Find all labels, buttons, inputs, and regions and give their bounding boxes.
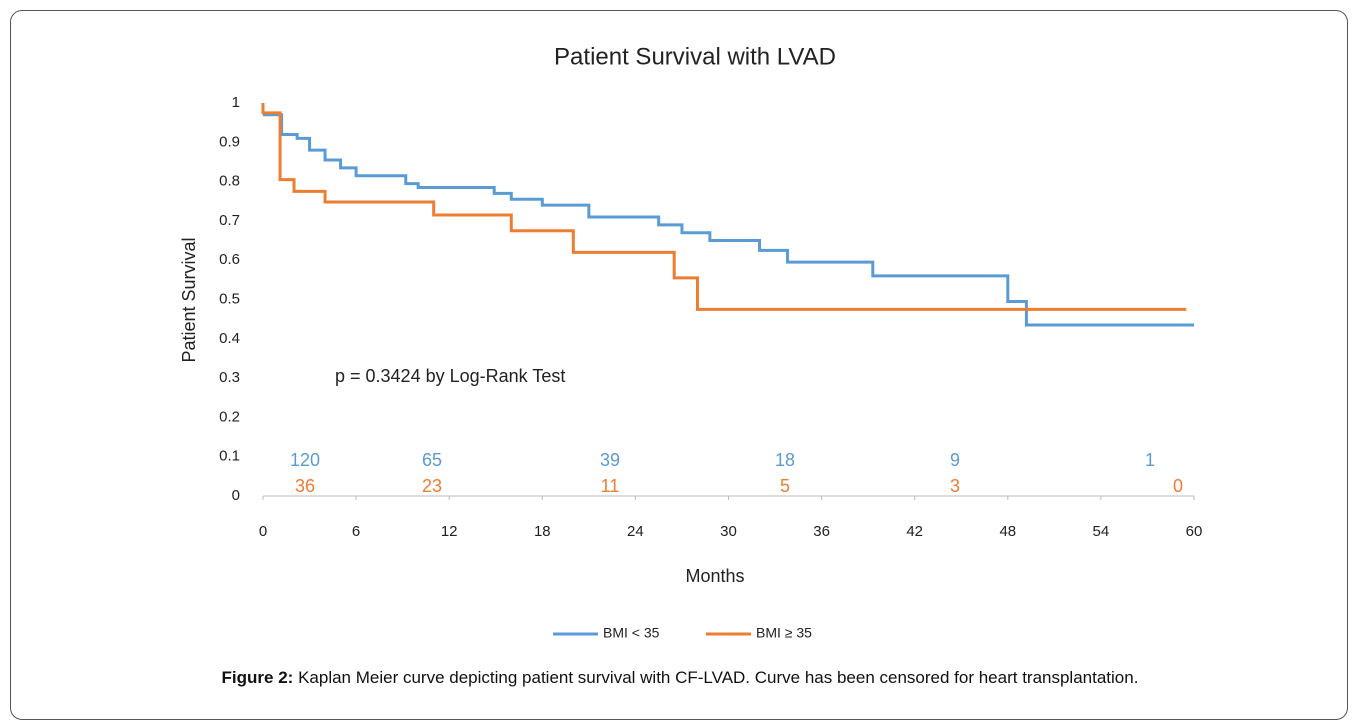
x-tick-label: 48 (999, 523, 1016, 540)
at-risk-count: 1 (1145, 450, 1155, 470)
at-risk-count: 23 (422, 476, 442, 496)
y-tick-label: 0.2 (219, 408, 240, 425)
at-risk-count: 5 (780, 476, 790, 496)
legend-label: BMI ≥ 35 (756, 625, 812, 641)
at-risk-count: 39 (600, 450, 620, 470)
x-tick-label: 60 (1186, 523, 1203, 540)
legend-label: BMI < 35 (603, 625, 660, 641)
caption-text: Kaplan Meier curve depicting patient sur… (298, 668, 1139, 687)
x-tick-label: 18 (534, 523, 551, 540)
x-tick-label: 24 (627, 523, 644, 540)
chart-title: Patient Survival with LVAD (554, 43, 836, 70)
at-risk-count: 0 (1173, 476, 1183, 496)
y-tick-label: 0.9 (219, 133, 240, 150)
caption: Figure 2: Kaplan Meier curve depicting p… (0, 668, 1360, 688)
y-tick-label: 0.3 (219, 369, 240, 386)
x-tick-label: 54 (1093, 523, 1110, 540)
survival-line (263, 113, 1194, 327)
x-axis-label: Months (685, 566, 744, 586)
at-risk-count: 11 (601, 476, 620, 496)
at-risk-count: 18 (775, 450, 795, 470)
y-axis-label: Patient Survival (179, 237, 199, 362)
at-risk-count: 9 (950, 450, 960, 470)
y-tick-label: 0.1 (219, 448, 240, 465)
at-risk-count: 36 (295, 476, 315, 496)
x-tick-label: 6 (352, 523, 360, 540)
y-tick-label: 1 (232, 94, 240, 111)
at-risk-count: 3 (950, 476, 960, 496)
x-tick-label: 30 (720, 523, 737, 540)
x-tick-label: 42 (906, 523, 923, 540)
y-tick-label: 0 (232, 487, 240, 504)
y-tick-label: 0.6 (219, 251, 240, 268)
at-risk-count: 65 (422, 450, 442, 470)
x-tick-label: 36 (813, 523, 830, 540)
x-tick-label: 0 (259, 523, 267, 540)
at-risk-count: 120 (290, 450, 320, 470)
caption-label: Figure 2: (221, 668, 294, 687)
y-tick-label: 0.7 (219, 212, 240, 229)
x-tick-label: 12 (441, 523, 458, 540)
y-tick-label: 0.4 (219, 330, 240, 347)
y-tick-label: 0.8 (219, 173, 240, 190)
y-tick-label: 0.5 (219, 290, 240, 307)
annotation: p = 0.3424 by Log-Rank Test (335, 366, 565, 386)
survival-line (261, 103, 1187, 311)
